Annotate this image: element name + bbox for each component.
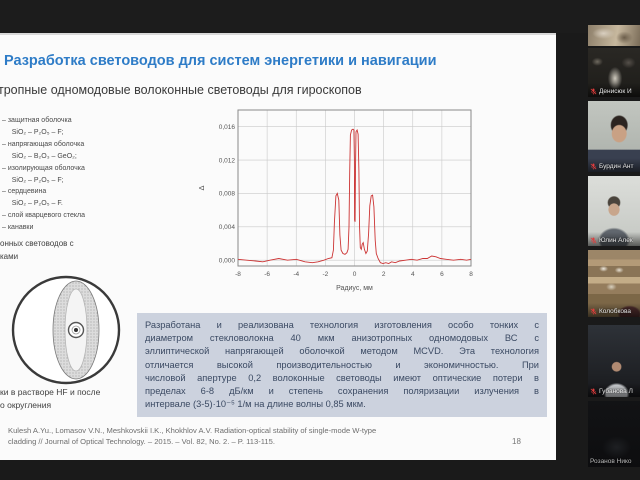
participant-tile[interactable]: Бурдин Ант xyxy=(588,101,640,172)
fiber-label: SiO₂ – P₂O₅ – F; xyxy=(2,128,64,136)
svg-text:4: 4 xyxy=(411,271,415,278)
fiber-label: SiO₂ – P₂O₅ – F. xyxy=(2,200,63,208)
svg-text:-8: -8 xyxy=(235,271,241,278)
participant-name: Губанова Л xyxy=(599,388,633,395)
participant-tile[interactable]: Юлин Алек xyxy=(588,176,640,246)
fiber-label: – слой кварцевого стекла xyxy=(2,212,85,220)
fiber-label: – канавки xyxy=(2,224,34,232)
participant-name: Денисюк И xyxy=(599,88,632,95)
screen-share-letterbox-top xyxy=(0,0,640,33)
svg-text:2: 2 xyxy=(382,271,386,278)
svg-text:-2: -2 xyxy=(322,271,328,278)
svg-text:0,012: 0,012 xyxy=(219,157,236,164)
summary-line: интервале (3-5)·10⁻⁵ 1/м на длине волны … xyxy=(145,399,366,410)
mic-muted-icon xyxy=(590,308,597,315)
reference-citation: Kulesh A.Yu., Lomasov V.N., Meshkovskii … xyxy=(8,426,377,446)
participant-tile[interactable] xyxy=(588,25,640,46)
fiber-structure-labels: – защитная оболочка SiO₂ – P₂O₅ – F; – н… xyxy=(2,115,85,234)
svg-text:8: 8 xyxy=(469,271,473,278)
svg-text:0,004: 0,004 xyxy=(219,224,236,231)
svg-text:Δ: Δ xyxy=(197,185,206,190)
participant-tile[interactable]: Губанова Л xyxy=(588,325,640,397)
participant-name: Юлин Алек xyxy=(599,237,633,244)
svg-text:0,000: 0,000 xyxy=(219,257,236,264)
svg-text:0,008: 0,008 xyxy=(219,191,236,198)
participant-name: Розанов Нико xyxy=(590,458,632,465)
name-shade xyxy=(588,83,640,97)
summary-line: эллиптической напрягающей оболочкой мето… xyxy=(145,346,539,357)
svg-text:0,016: 0,016 xyxy=(219,124,236,131)
mic-muted-icon xyxy=(590,388,597,395)
cross-section-caption: онных световодов с ками xyxy=(0,239,74,261)
name-shade xyxy=(588,303,640,317)
participant-tile[interactable]: Розанов Нико xyxy=(588,401,640,467)
slide-subtitle: тропные одномодовые волоконные световоды… xyxy=(0,83,362,97)
fiber-label: – защитная оболочка xyxy=(2,117,72,124)
mic-muted-icon xyxy=(590,163,597,170)
shared-slide: Разработка световодов для систем энергет… xyxy=(0,33,556,460)
slide-title: Разработка световодов для систем энергет… xyxy=(4,53,437,69)
participant-name: Бурдин Ант xyxy=(599,163,634,170)
mic-muted-icon xyxy=(590,88,597,95)
svg-text:Радиус, мм: Радиус, мм xyxy=(336,285,373,292)
refractive-index-chart: -8 -6 -4 -2 0 2 4 6 8 0,000 0,004 0,008 0,012 0,016 Ра… xyxy=(197,109,473,292)
participant-tile[interactable]: Денисюк И xyxy=(588,48,640,97)
name-shade xyxy=(588,232,640,246)
summary-line: отличается высокой производительностью и… xyxy=(145,359,539,370)
chart-area: -8 -6 -4 -2 0 2 4 6 8 0,000 0,004 0,008 0,012 0,016 Ра… xyxy=(194,106,494,296)
participant-name: Колобкова xyxy=(599,308,631,315)
slide-page-number: 18 xyxy=(512,437,521,446)
etch-caption: ки в растворе HF и после о округления xyxy=(0,387,101,410)
svg-text:6: 6 xyxy=(440,271,444,278)
name-shade xyxy=(588,383,640,397)
name-shade xyxy=(588,158,640,172)
fiber-label: – сердцевина xyxy=(2,188,47,196)
svg-text:-6: -6 xyxy=(264,271,270,278)
fiber-label: – напрягающая оболочка xyxy=(2,140,85,148)
fiber-label: SiO₂ – P₂O₅ – F; xyxy=(2,176,64,184)
fiber-label: – изолирующая оболочка xyxy=(2,164,85,172)
svg-text:0: 0 xyxy=(353,271,357,278)
summary-line: диаметром стекловолокна 40 мкм анизотроп… xyxy=(145,333,539,344)
summary-line: числовой апертуре 0,2 волоконные светово… xyxy=(145,372,539,383)
fiber-cross-section-diagram xyxy=(11,275,121,385)
mic-muted-icon xyxy=(590,237,597,244)
fiber-label: SiO₂ – B₂O₃ – GeO₂; xyxy=(2,152,77,160)
summary-line: пределах 6-8 дБ/км и степень сохранения … xyxy=(145,386,539,397)
svg-text:-4: -4 xyxy=(293,271,299,278)
participant-tile[interactable]: Колобкова xyxy=(588,250,640,317)
summary-highlight-block: Разработана и реализована технология изг… xyxy=(137,313,547,418)
summary-line: Разработана и реализована технология изг… xyxy=(145,320,539,330)
